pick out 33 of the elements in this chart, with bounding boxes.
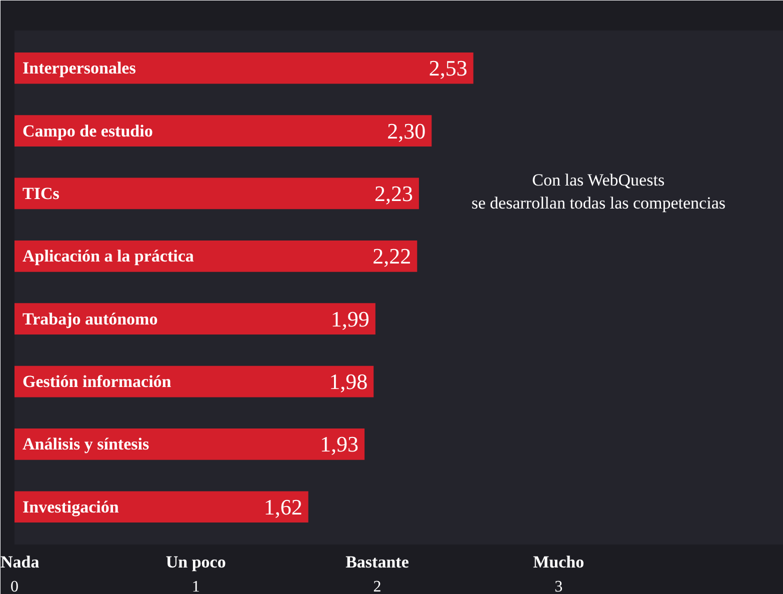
data-label: 2,30 [387, 118, 426, 144]
bar [14, 52, 474, 84]
data-label: 1,98 [329, 369, 368, 394]
data-label: 2,23 [374, 180, 413, 206]
y-tick-label: Campo de estudio [22, 121, 153, 140]
bar [14, 428, 365, 460]
y-tick-label: Investigación [22, 497, 120, 516]
y-tick-label: Aplicación a la práctica [22, 246, 194, 266]
y-tick-label: Trabajo autónomo [22, 309, 158, 328]
x-tick-label: 0 [10, 578, 18, 594]
text: Mucho [533, 552, 584, 572]
x-tick-label: 1 [192, 578, 200, 594]
bar [14, 240, 418, 272]
x-tick-label: 3 [554, 578, 563, 594]
bar [14, 178, 419, 210]
text: Bastante [346, 552, 410, 572]
x-tick-label: 2 [373, 578, 382, 594]
y-tick-label: Análisis y síntesis [22, 434, 150, 454]
data-label: 1,93 [320, 432, 359, 457]
data-label: 2,22 [372, 244, 412, 269]
data-label: 1,99 [330, 306, 370, 332]
bar [14, 491, 308, 523]
text: Un poco [166, 552, 226, 572]
y-tick-label: TICs [22, 184, 60, 203]
bar [14, 303, 376, 335]
text: Nada [0, 552, 40, 572]
data-label: 2,53 [428, 56, 468, 81]
data-label: 1,62 [264, 494, 302, 520]
bar [14, 366, 374, 398]
annotation: Con las WebQuests se desarrollan todas las competencias [472, 170, 726, 212]
bar [14, 115, 432, 146]
y-tick-label: Gestión información [22, 372, 172, 392]
y-tick-label: Interpersonales [22, 58, 136, 78]
